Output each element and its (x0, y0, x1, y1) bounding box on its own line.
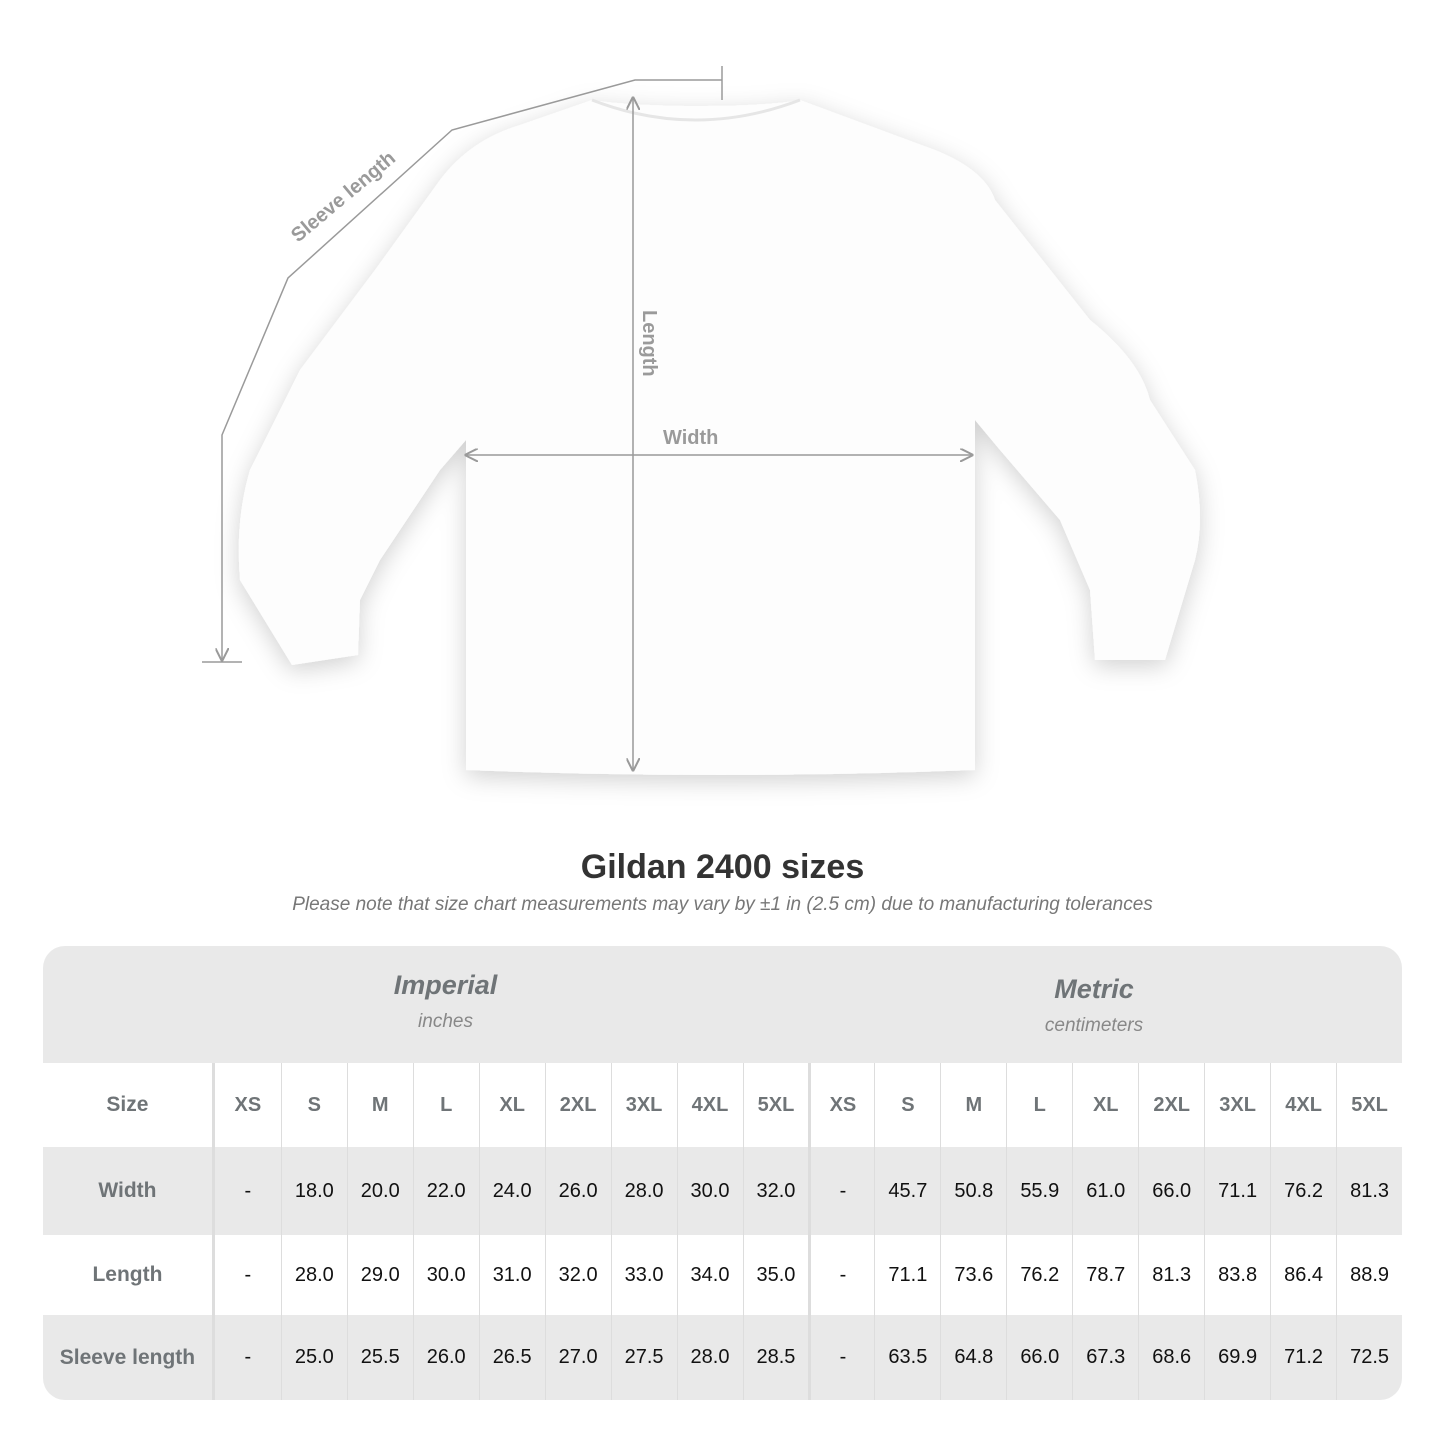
value-cell: 61.0 (1072, 1147, 1138, 1235)
value-cell: - (808, 1315, 874, 1400)
value-cell: 71.2 (1270, 1315, 1336, 1400)
value-cell: 69.9 (1204, 1315, 1270, 1400)
value-cell: 25.5 (346, 1315, 413, 1400)
value-cell: 83.8 (1204, 1235, 1270, 1315)
value-cell: 50.8 (940, 1147, 1006, 1235)
value-cell: 28.0 (610, 1147, 677, 1235)
size-header-cell: 5XL (742, 1063, 809, 1147)
value-cell: 22.0 (412, 1147, 479, 1235)
table-row: Length -28.0 29.0 30.0 31.0 32.0 33.0 34.0 35.0-… (43, 1235, 1402, 1315)
value-cell: 34.0 (676, 1235, 743, 1315)
value-cell: - (244, 1263, 252, 1286)
value-cell: 18.0 (280, 1147, 347, 1235)
value-cell: 55.9 (1006, 1147, 1072, 1235)
value-cell: 72.5 (1336, 1315, 1402, 1400)
value-cell: 30.0 (412, 1235, 479, 1315)
size-header-cell: 2XL (544, 1063, 611, 1147)
value-cell: 68.6 (1138, 1315, 1204, 1400)
unit-header-band: Imperial inches Metric centimeters (43, 946, 1402, 1063)
value-cell: 20.0 (346, 1147, 413, 1235)
size-header-cell: XS (234, 1093, 262, 1116)
size-table: Imperial inches Metric centimeters Size X… (43, 946, 1402, 1400)
row-label: Width (43, 1147, 215, 1235)
size-header-cell: M (940, 1063, 1006, 1147)
value-cell: 28.5 (742, 1315, 809, 1400)
value-cell: - (244, 1179, 252, 1202)
value-cell: 76.2 (1270, 1147, 1336, 1235)
value-cell: 67.3 (1072, 1315, 1138, 1400)
size-header-cell: M (346, 1063, 413, 1147)
width-label: Width (663, 427, 718, 449)
value-cell: - (808, 1147, 874, 1235)
value-cell: 26.0 (544, 1147, 611, 1235)
metric-title: Metric (1054, 974, 1134, 1004)
imperial-title: Imperial (393, 970, 498, 1000)
value-cell: 78.7 (1072, 1235, 1138, 1315)
value-cell: 64.8 (940, 1315, 1006, 1400)
value-cell: 73.6 (940, 1235, 1006, 1315)
value-cell: - (244, 1346, 252, 1368)
sleeve-length-label: Sleeve length (287, 147, 400, 247)
size-header-cell: XL (478, 1063, 545, 1147)
value-cell: 26.5 (478, 1315, 545, 1400)
length-label: Length (638, 310, 660, 377)
value-cell: 66.0 (1138, 1147, 1204, 1235)
size-header-cell: S (874, 1063, 940, 1147)
size-header-cell: XL (1072, 1063, 1138, 1147)
metric-header: Metric centimeters (811, 974, 1377, 1037)
value-cell: 66.0 (1006, 1315, 1072, 1400)
value-cell: 27.5 (610, 1315, 677, 1400)
row-label: Size (43, 1063, 215, 1147)
value-cell: 32.0 (742, 1147, 809, 1235)
value-cell: 76.2 (1006, 1235, 1072, 1315)
size-header-cell: XS (808, 1063, 874, 1147)
value-cell: 63.5 (874, 1315, 940, 1400)
imperial-header: Imperial inches (215, 970, 676, 1033)
value-cell: 25.0 (280, 1315, 347, 1400)
size-header-cell: S (280, 1063, 347, 1147)
size-header-cell: L (1006, 1063, 1072, 1147)
shirt-body (238, 100, 1200, 775)
table-row: Sleeve length -25.0 25.5 26.0 26.5 27.0 27.5 28… (43, 1315, 1402, 1400)
value-cell: 71.1 (874, 1235, 940, 1315)
value-cell: 26.0 (412, 1315, 479, 1400)
value-cell: 24.0 (478, 1147, 545, 1235)
value-cell: 71.1 (1204, 1147, 1270, 1235)
value-cell: 30.0 (676, 1147, 743, 1235)
value-cell: 45.7 (874, 1147, 940, 1235)
size-header-cell: 3XL (610, 1063, 677, 1147)
shirt-diagram: Sleeve length Length Width (202, 66, 1200, 775)
size-header-cell: 3XL (1204, 1063, 1270, 1147)
row-label: Sleeve length (43, 1315, 215, 1400)
row-label: Length (43, 1235, 215, 1315)
value-cell: 33.0 (610, 1235, 677, 1315)
value-cell: 27.0 (544, 1315, 611, 1400)
value-cell: 35.0 (742, 1235, 809, 1315)
size-header-cell: 4XL (676, 1063, 743, 1147)
value-cell: - (808, 1235, 874, 1315)
imperial-unit: inches (418, 1011, 473, 1032)
value-cell: 28.0 (676, 1315, 743, 1400)
size-header-row: Size XS S M L XL 2XL 3XL 4XL 5XL XS S M L XL 2XL 3XL 4XL 5… (43, 1063, 1402, 1147)
size-header-cell: 5XL (1336, 1063, 1402, 1147)
chart-title: Gildan 2400 sizes (580, 848, 865, 886)
value-cell: 32.0 (544, 1235, 611, 1315)
table-row: Width -18.0 20.0 22.0 24.0 26.0 28.0 30.0 32.0-4… (43, 1147, 1402, 1235)
metric-unit: centimeters (1044, 1015, 1144, 1036)
value-cell: 86.4 (1270, 1235, 1336, 1315)
value-cell: 88.9 (1336, 1235, 1402, 1315)
tolerance-note: Please note that size chart measurements… (292, 894, 1153, 915)
size-header-cell: 4XL (1270, 1063, 1336, 1147)
value-cell: 81.3 (1138, 1235, 1204, 1315)
value-cell: 28.0 (280, 1235, 347, 1315)
size-header-cell: 2XL (1138, 1063, 1204, 1147)
value-cell: 31.0 (478, 1235, 545, 1315)
value-cell: 29.0 (346, 1235, 413, 1315)
sleeve-length-line (222, 79, 722, 660)
size-header-cell: L (412, 1063, 479, 1147)
value-cell: 81.3 (1336, 1147, 1402, 1235)
